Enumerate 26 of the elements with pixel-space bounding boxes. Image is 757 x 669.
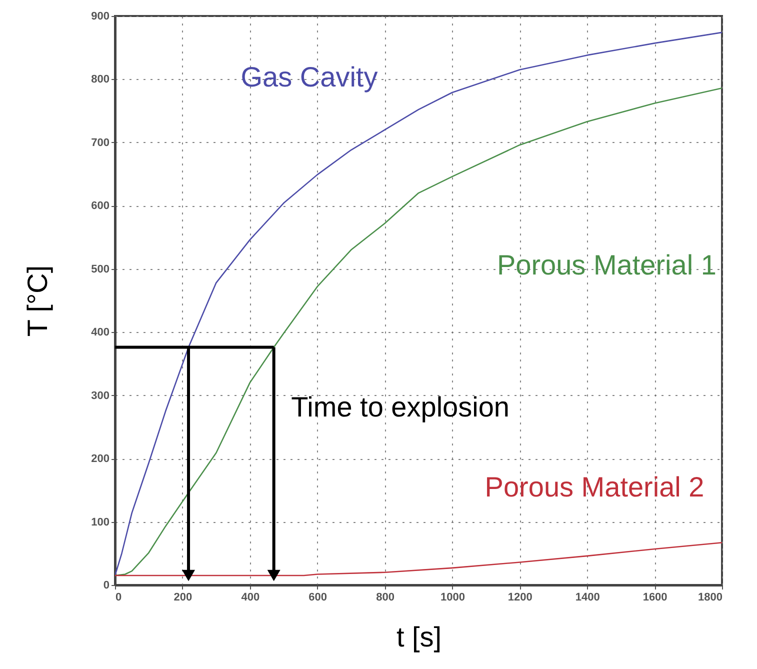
y-tick-label: 600 — [91, 200, 110, 212]
x-tick-label: 1400 — [575, 592, 600, 604]
x-axis-title: t [s] — [396, 622, 442, 652]
y-tick-label: 200 — [91, 453, 110, 466]
x-tick-label: 200 — [174, 592, 192, 604]
x-tick-label: 1600 — [642, 592, 668, 604]
y-tick-label: 300 — [91, 390, 110, 402]
x-tick-label: 1000 — [440, 592, 465, 604]
y-tick-label: 700 — [91, 136, 110, 149]
series-label: Gas Cavity — [240, 62, 378, 93]
y-tick-label: 500 — [91, 263, 110, 276]
annotation: Time to explosion — [291, 392, 510, 423]
x-tick-label: 600 — [308, 592, 328, 604]
x-tick-label: 800 — [376, 592, 394, 604]
y-tick-label: 400 — [91, 326, 110, 339]
x-tick-label: 1200 — [508, 592, 532, 604]
x-tick-label: 400 — [241, 592, 260, 604]
y-tick-label: 900 — [91, 10, 110, 22]
text: Porous Material 1 — [496, 249, 716, 280]
x-tick-label: 1800 — [698, 592, 722, 604]
y-tick-label: 800 — [91, 74, 110, 86]
y-tick-label: 100 — [91, 516, 110, 528]
series-label: Porous Material 2 — [484, 471, 704, 502]
y-tick-label: 0 — [103, 580, 110, 592]
x-tick-label: 0 — [116, 592, 122, 604]
y-axis-title: T [°C] — [22, 265, 54, 337]
